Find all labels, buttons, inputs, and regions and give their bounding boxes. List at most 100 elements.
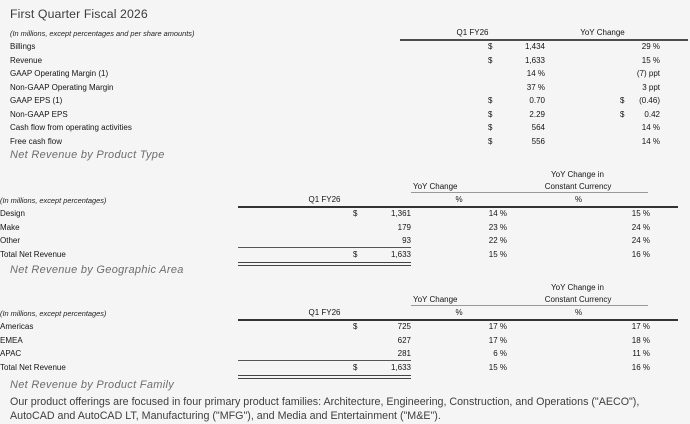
q1-value: 0.70 xyxy=(529,96,545,106)
change-value: 29 % xyxy=(641,42,660,52)
summary-table-header: (In millions, except percentages and per… xyxy=(10,27,688,41)
column-header-yoy-change: YoY Change xyxy=(580,28,625,37)
row-label: Billings xyxy=(10,42,36,52)
cc-value: 16 % xyxy=(631,249,650,259)
summary-table: (In millions, except percentages and per… xyxy=(10,27,688,148)
currency-sign: $ xyxy=(488,123,493,133)
cc-value: 16 % xyxy=(631,362,650,372)
currency-sign: $ xyxy=(353,322,358,332)
header-cc-line1-row: YoY Change in xyxy=(0,281,678,294)
row-label: Make xyxy=(0,222,20,232)
currency-sign: $ xyxy=(488,109,493,119)
cc-value: 24 % xyxy=(631,222,650,232)
change-value: 14 % xyxy=(641,136,660,146)
summary-table-note: (In millions, except percentages and per… xyxy=(10,29,195,38)
q1-value: 564 xyxy=(531,123,545,133)
q1-value: 1,434 xyxy=(524,42,545,52)
q1-value: 1,633 xyxy=(390,249,411,259)
cc-value: 18 % xyxy=(631,335,650,345)
column-header-q1fy26: Q1 FY26 xyxy=(308,307,341,317)
column-header-pct: % xyxy=(455,307,463,317)
change-value: 3 ppt xyxy=(642,82,660,92)
header-cc-line2-row: YoY Change Constant Currency xyxy=(0,294,678,306)
yoy-value: 17 % xyxy=(488,335,507,345)
row-label: Cash flow from operating activities xyxy=(10,123,132,133)
change-value: 0.42 xyxy=(644,109,660,119)
currency-sign: $ xyxy=(620,109,625,119)
q1-value: 725 xyxy=(397,322,411,332)
row-label: GAAP EPS (1) xyxy=(10,96,63,106)
change-value: (0.46) xyxy=(639,96,660,106)
column-header-pct: % xyxy=(574,307,583,317)
column-header-cc-line1: YoY Change in xyxy=(551,283,604,292)
total-double-rule xyxy=(238,262,411,266)
row-label: Non-GAAP Operating Margin xyxy=(10,82,114,92)
table-row: GAAP Operating Margin (1) 14 % (7) ppt xyxy=(10,67,688,81)
product-families-paragraph: Our product offerings are focused in fou… xyxy=(10,396,640,422)
total-row: Total Net Revenue $1,633 15 % 16 % xyxy=(0,248,678,262)
table-row: Cash flow from operating activities $564… xyxy=(10,121,688,135)
row-label: Other xyxy=(0,236,21,246)
table-row: Other 93 22 % 24 % xyxy=(0,234,678,248)
q1-value: 281 xyxy=(397,348,411,358)
yoy-value: 23 % xyxy=(488,222,507,232)
table-row: Make 179 23 % 24 % xyxy=(0,221,678,235)
column-header-constant-currency: Constant Currency xyxy=(544,295,612,304)
q1-value: 556 xyxy=(531,136,545,146)
column-header-q1fy26: Q1 FY26 xyxy=(456,28,489,37)
table-row: GAAP EPS (1) $0.70 $ (0.46) xyxy=(10,94,688,108)
row-label: Total Net Revenue xyxy=(0,249,66,259)
section-heading-geographic-area: Net Revenue by Geographic Area xyxy=(10,264,184,276)
table-row: EMEA 627 17 % 18 % xyxy=(0,334,678,348)
q1-value: 179 xyxy=(397,222,411,232)
cc-value: 17 % xyxy=(631,322,650,332)
row-label: Total Net Revenue xyxy=(0,362,66,372)
currency-sign: $ xyxy=(488,55,493,65)
yoy-value: 22 % xyxy=(488,236,507,246)
table-note: (In millions, except percentages) xyxy=(0,308,107,318)
q1-value: 93 xyxy=(402,235,411,245)
q1-value: 627 xyxy=(397,335,411,345)
cc-value: 11 % xyxy=(632,349,650,359)
row-label: Free cash flow xyxy=(10,136,63,146)
header-cc-line2-row: YoY Change Constant Currency xyxy=(0,181,678,193)
total-row: Total Net Revenue $1,633 15 % 16 % xyxy=(0,361,678,375)
column-header-pct: % xyxy=(455,194,463,204)
column-header-yoy-change: YoY Change xyxy=(413,295,458,304)
column-header-q1fy26: Q1 FY26 xyxy=(308,194,341,204)
column-header-pct: % xyxy=(574,194,583,204)
column-header-row: (In millions, except percentages) Q1 FY2… xyxy=(0,193,678,208)
currency-sign: $ xyxy=(353,209,358,219)
q1-value: 1,633 xyxy=(390,362,411,372)
q1-value: 37 % xyxy=(526,82,545,92)
page-title: First Quarter Fiscal 2026 xyxy=(10,7,148,21)
geographic-area-table: YoY Change in YoY Change Constant Curren… xyxy=(0,281,678,379)
row-label: Non-GAAP EPS xyxy=(10,109,68,119)
change-value: 15 % xyxy=(641,55,660,65)
q1-value: 14 % xyxy=(526,69,545,79)
q1-value: 2.29 xyxy=(529,109,545,119)
product-type-table: YoY Change in YoY Change Constant Curren… xyxy=(0,168,678,266)
table-row: Design $1,361 14 % 15 % xyxy=(0,207,678,221)
row-label: APAC xyxy=(0,349,22,359)
cc-value: 15 % xyxy=(631,209,650,219)
column-header-yoy-change: YoY Change xyxy=(413,182,458,191)
table-row: APAC 281 6 % 11 % xyxy=(0,347,678,361)
row-label: GAAP Operating Margin (1) xyxy=(10,69,109,79)
row-label: Revenue xyxy=(10,55,43,65)
table-row: Non-GAAP Operating Margin 37 % 3 ppt xyxy=(10,81,688,95)
currency-sign: $ xyxy=(488,96,493,106)
row-label: EMEA xyxy=(0,335,23,345)
table-note: (In millions, except percentages) xyxy=(0,195,107,205)
table-row: Revenue $1,633 15 % xyxy=(10,54,688,68)
currency-sign: $ xyxy=(353,249,358,259)
yoy-value: 15 % xyxy=(488,249,507,259)
table-row: Americas $725 17 % 17 % xyxy=(0,320,678,334)
currency-sign: $ xyxy=(353,362,358,372)
column-header-constant-currency: Constant Currency xyxy=(544,182,612,191)
table-row: Billings $1,434 29 % xyxy=(10,40,688,54)
table-row: Non-GAAP EPS $2.29 $0.42 xyxy=(10,108,688,122)
section-heading-product-family: Net Revenue by Product Family xyxy=(10,379,174,391)
yoy-value: 14 % xyxy=(488,209,507,219)
currency-sign: $ xyxy=(488,42,493,52)
